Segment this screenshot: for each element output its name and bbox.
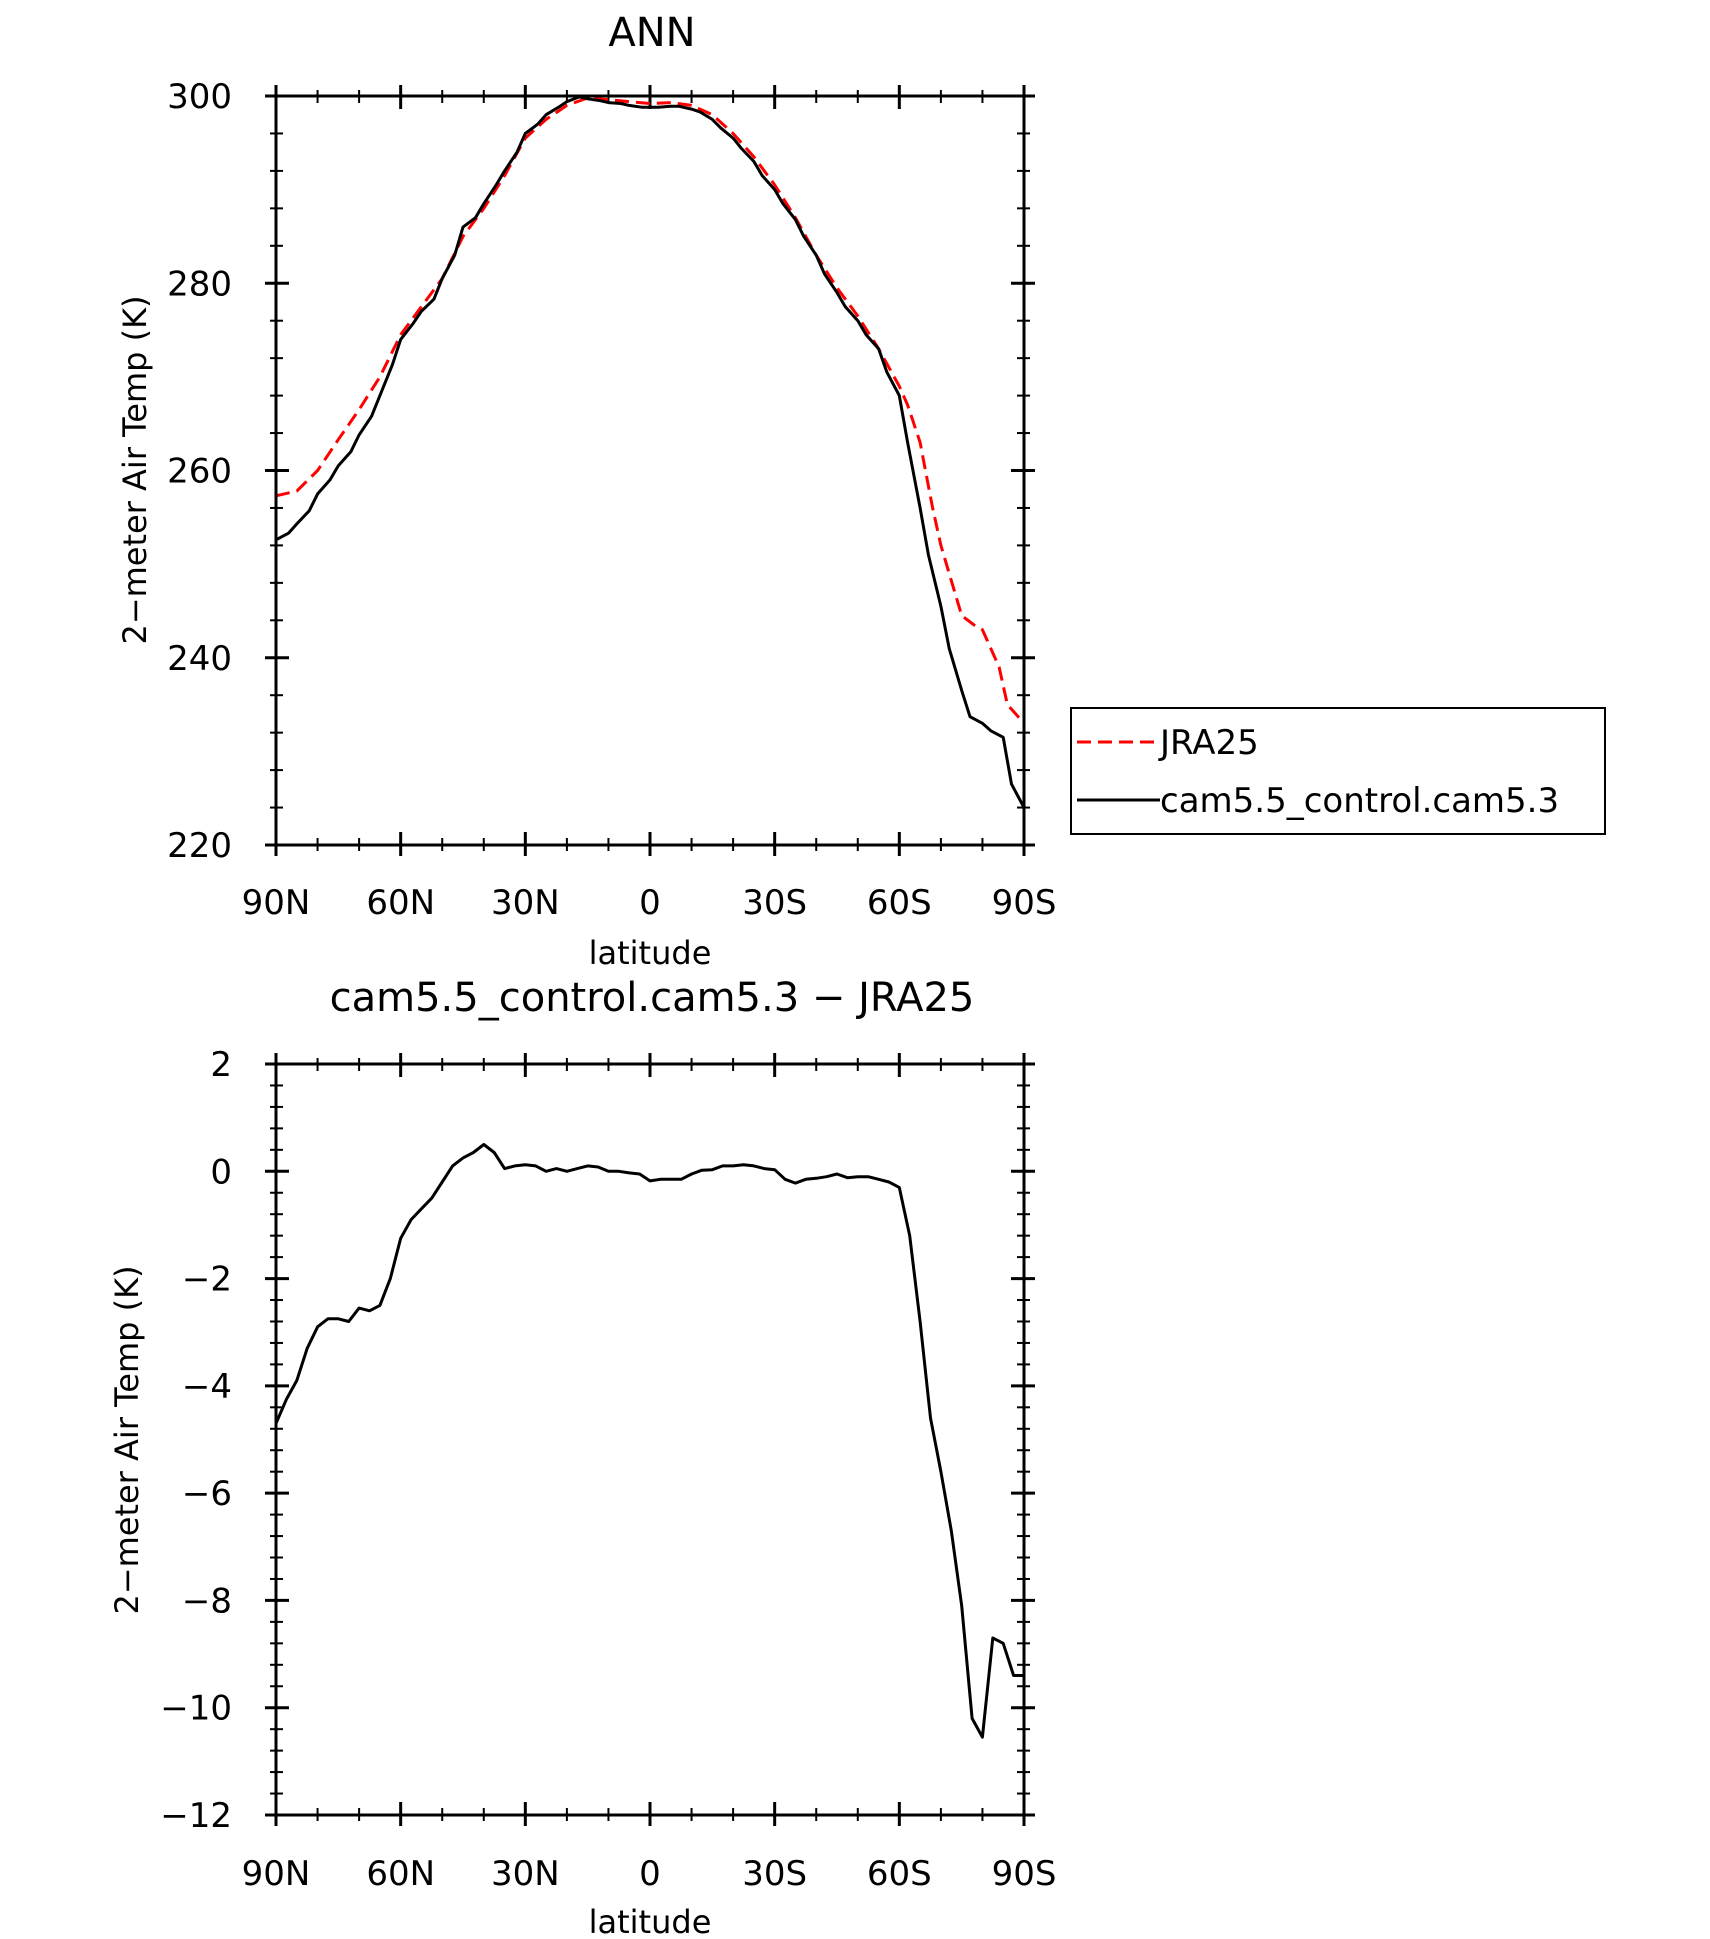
panel2-series [274, 1143, 1024, 1739]
panel2-title: cam5.5_control.cam5.3 − JRA25 [330, 975, 975, 1021]
panel2-frame [274, 1062, 1026, 1817]
legend: JRA25 cam5.5_control.cam5.3 [1070, 707, 1606, 835]
x-tick-label: 30S [742, 1854, 807, 1894]
y-tick-label: −12 [160, 1796, 232, 1836]
panel1-y-axis-label: 2−meter Air Temp (K) [116, 295, 154, 644]
panel1-ticks [265, 85, 1035, 856]
y-tick-label: −10 [160, 1689, 232, 1729]
series-line-difference [274, 1143, 1024, 1739]
x-tick-label: 60S [867, 883, 932, 923]
panel2-y-tick-labels: 2 0 −2 −4 −6 −8 −10 −12 [160, 1045, 232, 1836]
legend-frame [1070, 707, 1606, 835]
x-tick-label: 90S [992, 883, 1057, 923]
panel1-title: ANN [608, 10, 695, 56]
panel-difference: cam5.5_control.cam5.3 − JRA25 2 0 −2 −4 −6 −8… [108, 975, 1056, 1939]
x-tick-label: 0 [639, 883, 661, 923]
y-tick-label: 280 [167, 264, 232, 304]
y-tick-label: 2 [210, 1045, 232, 1085]
x-tick-label: 90N [242, 1854, 311, 1894]
x-tick-label: 90N [242, 883, 311, 923]
y-tick-label: −6 [182, 1474, 232, 1514]
panel2-x-tick-labels: 90N 60N 30N 0 30S 60S 90S [242, 1854, 1057, 1894]
panel2-x-axis-label: latitude [589, 1903, 712, 1939]
x-tick-label: 60N [366, 883, 435, 923]
x-tick-label: 60S [867, 1854, 932, 1894]
panel1-series [275, 95, 1026, 809]
y-tick-label: 300 [167, 77, 232, 117]
panel1-frame [274, 94, 1026, 847]
y-tick-label: −4 [182, 1367, 232, 1407]
panel2-ticks [265, 1053, 1035, 1826]
x-tick-label: 0 [639, 1854, 661, 1894]
series-line-jra25 [275, 96, 1026, 725]
panel1-x-tick-labels: 90N 60N 30N 0 30S 60S 90S [242, 883, 1057, 923]
legend-label-cam5: cam5.5_control.cam5.3 [1160, 781, 1559, 821]
series-line-cam5-5-control-cam5-3 [275, 95, 1026, 809]
x-tick-label: 30N [491, 1854, 560, 1894]
panel1-y-tick-labels: 300 280 260 240 220 [167, 77, 232, 866]
y-tick-label: 240 [167, 639, 232, 679]
x-tick-label: 30N [491, 883, 560, 923]
panel1-x-axis-label: latitude [589, 934, 712, 972]
legend-label-jra25: JRA25 [1158, 723, 1259, 763]
y-tick-label: −2 [182, 1260, 232, 1300]
panel2-y-axis-label: 2−meter Air Temp (K) [108, 1265, 146, 1614]
x-tick-label: 60N [366, 1854, 435, 1894]
y-tick-label: 0 [210, 1152, 232, 1192]
y-tick-label: −8 [182, 1581, 232, 1621]
x-tick-label: 90S [992, 1854, 1057, 1894]
y-tick-label: 220 [167, 826, 232, 866]
y-tick-label: 260 [167, 452, 232, 492]
x-tick-label: 30S [742, 883, 807, 923]
